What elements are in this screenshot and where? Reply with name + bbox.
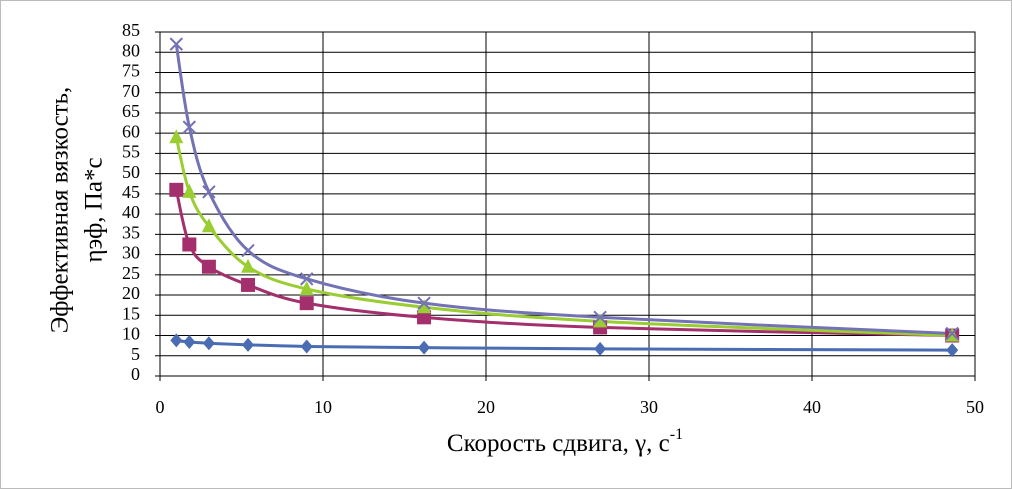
x-tick-label: 20 bbox=[477, 397, 495, 417]
marker bbox=[593, 310, 607, 325]
marker bbox=[201, 259, 216, 274]
x-axis-label-text: Скорость сдвига, γ, с bbox=[447, 430, 670, 457]
y-tick-label: 60 bbox=[122, 121, 140, 141]
y-tick-label: 15 bbox=[122, 303, 140, 323]
y-tick-label: 0 bbox=[131, 364, 140, 384]
marker bbox=[170, 333, 183, 348]
y-tick-label: 85 bbox=[122, 20, 140, 40]
marker bbox=[417, 296, 431, 310]
marker bbox=[593, 313, 608, 328]
marker bbox=[182, 183, 197, 198]
marker bbox=[183, 335, 196, 350]
x-axis-label-sup: -1 bbox=[670, 426, 683, 443]
series-line bbox=[174, 189, 953, 338]
marker bbox=[418, 340, 431, 355]
series-line bbox=[174, 136, 953, 338]
x-tick-label: 0 bbox=[156, 397, 165, 417]
marker bbox=[201, 218, 216, 233]
y-tick-label: 55 bbox=[122, 142, 140, 162]
y-tick-label: 30 bbox=[122, 243, 140, 263]
marker bbox=[594, 341, 607, 356]
y-tick-label: 40 bbox=[122, 202, 140, 222]
y-axis-label: Эффективная вязкость, bbox=[47, 87, 74, 334]
y-tick-label: 80 bbox=[122, 40, 140, 60]
y-tick-label: 25 bbox=[122, 263, 140, 283]
y-tick-label: 45 bbox=[122, 182, 140, 202]
marker bbox=[299, 272, 314, 286]
marker bbox=[182, 120, 197, 134]
y-tick-label: 10 bbox=[122, 324, 140, 344]
marker bbox=[169, 37, 184, 51]
x-tick-label: 10 bbox=[314, 397, 332, 417]
marker bbox=[169, 129, 184, 144]
marker bbox=[299, 296, 314, 311]
marker bbox=[945, 326, 959, 341]
marker bbox=[202, 185, 216, 199]
y-tick-label: 35 bbox=[122, 222, 140, 242]
x-tick-label: 40 bbox=[803, 397, 821, 417]
marker bbox=[946, 343, 959, 358]
y-tick-label: 20 bbox=[122, 283, 140, 303]
marker bbox=[169, 182, 184, 197]
marker bbox=[299, 280, 314, 295]
y-axis-label: ηэф, Па*с bbox=[81, 157, 108, 262]
marker bbox=[241, 243, 255, 258]
marker bbox=[241, 277, 256, 292]
y-tick-label: 65 bbox=[122, 101, 140, 121]
y-tick-label: 50 bbox=[122, 162, 140, 182]
marker bbox=[182, 237, 197, 252]
marker bbox=[417, 310, 432, 325]
y-tick-label: 70 bbox=[122, 81, 140, 101]
marker bbox=[242, 337, 255, 352]
marker bbox=[202, 336, 215, 351]
x-tick-label: 50 bbox=[966, 397, 984, 417]
marker bbox=[241, 258, 256, 273]
plot-area bbox=[159, 31, 976, 377]
marker bbox=[417, 299, 432, 314]
series-line bbox=[174, 43, 953, 336]
series-line bbox=[176, 338, 953, 352]
x-tick-label: 30 bbox=[640, 397, 658, 417]
y-tick-label: 75 bbox=[122, 61, 140, 81]
x-axis-label: Скорость сдвига, γ, с-1 bbox=[447, 426, 683, 457]
marker bbox=[300, 339, 313, 354]
y-tick-label: 5 bbox=[131, 344, 140, 364]
